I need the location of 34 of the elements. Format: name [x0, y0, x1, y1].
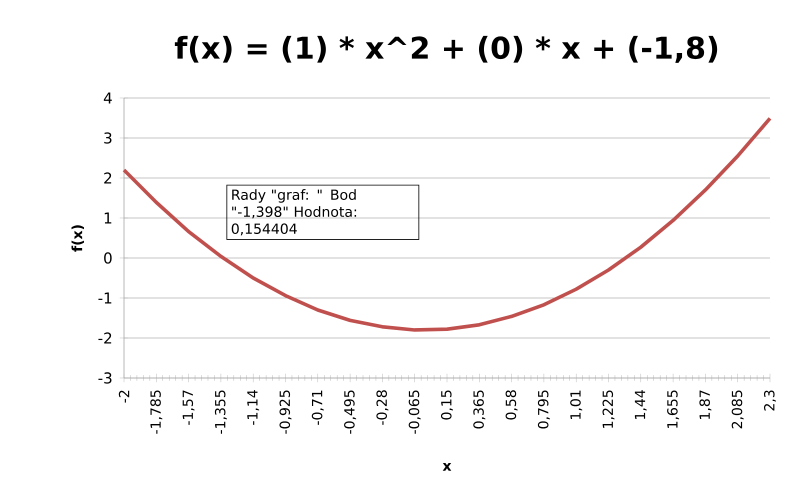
annotation: Rady "graf: " Bod "-1,398" Hodnota: 0,154404 — [232, 189, 356, 236]
x-tick-label: -0,495 — [344, 390, 356, 434]
x-tick-label: -2 — [118, 390, 130, 403]
x-tick-label: -0,925 — [280, 390, 292, 434]
x-tick-label: -1,57 — [182, 390, 195, 425]
y-tick-label: 4 — [104, 92, 112, 104]
x-tick-label: 2,3 — [764, 390, 776, 411]
x-tick-label: -0,28 — [376, 390, 388, 425]
x-tick-label: 1,655 — [667, 390, 680, 428]
line-series — [122, 116, 772, 332]
x-tick-label: 1,44 — [634, 390, 647, 419]
x-tick-label: -1,14 — [247, 390, 260, 425]
x-axis-title: x — [442, 463, 452, 471]
y-tick-label: -1 — [98, 292, 112, 304]
x-tick-label: -0,71 — [312, 390, 324, 425]
y-tick-label: -3 — [98, 372, 112, 384]
y-tick-label: 2 — [104, 172, 112, 184]
y-tick-label: 3 — [104, 132, 112, 144]
x-tick-label: -0,065 — [408, 390, 421, 434]
y-tick-label: -2 — [98, 332, 112, 344]
x-tick-label: 0,795 — [538, 390, 550, 428]
y-tick-label: 1 — [104, 212, 112, 224]
x-tick-label: 1,01 — [570, 390, 582, 419]
x-tick-label: 1,87 — [699, 390, 712, 419]
x-tick-label: 0,58 — [506, 390, 518, 420]
x-tick-label: 0,15 — [441, 390, 454, 420]
x-tick-label: 1,225 — [602, 390, 615, 428]
y-axis-title: f(x) — [72, 225, 84, 252]
x-tick-label: 0,365 — [473, 390, 486, 428]
x-tick-label: 2,085 — [732, 390, 744, 428]
chart-title: f(x) = (1) * x^2 + (0) * x + (-1,8) — [174, 36, 718, 63]
x-tick-label: -1,785 — [150, 390, 162, 434]
x-tick-label: -1,355 — [214, 390, 227, 434]
y-tick-label: 0 — [104, 252, 112, 264]
